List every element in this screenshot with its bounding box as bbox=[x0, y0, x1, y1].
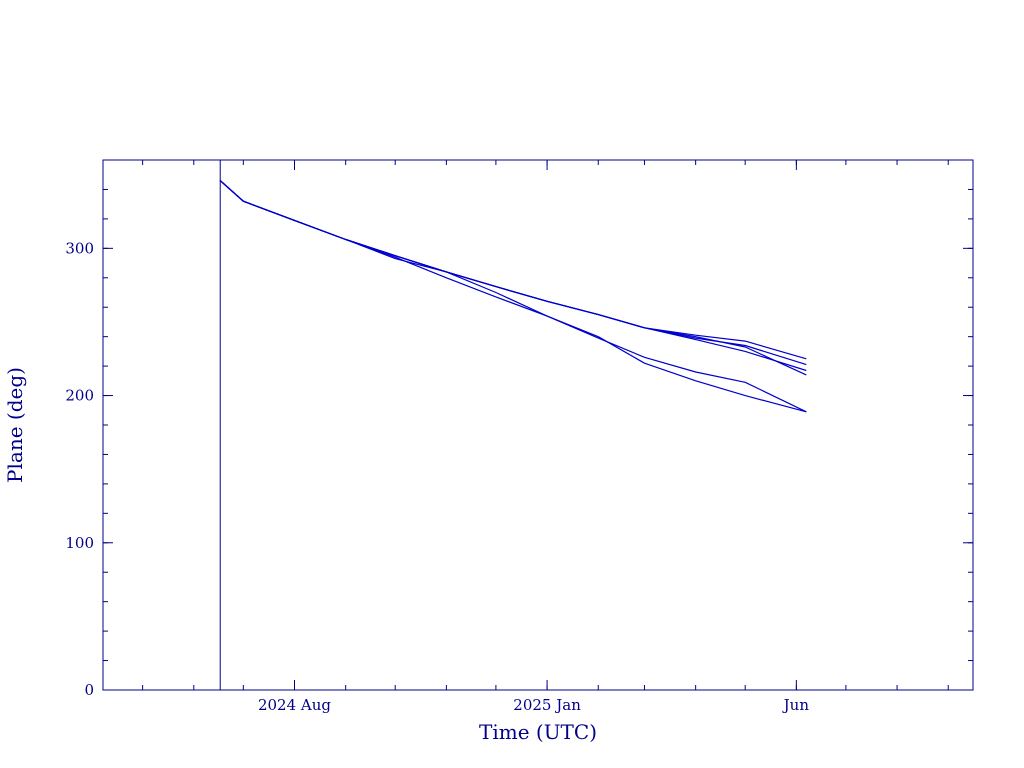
x-tick-label: 2024 Aug bbox=[258, 696, 331, 714]
series-line-6 bbox=[219, 180, 807, 360]
y-tick-label: 0 bbox=[84, 681, 94, 699]
major-ticks bbox=[103, 160, 973, 691]
x-tick-labels: 2024 Aug 2025 Jan Jun bbox=[258, 696, 809, 714]
plot-frame bbox=[102, 159, 974, 691]
minor-ticks bbox=[103, 159, 973, 691]
x-tick-label: Jun bbox=[782, 696, 810, 714]
y-axis-title: Plane (deg) bbox=[3, 367, 27, 483]
x-tick-label: 2025 Jan bbox=[513, 696, 581, 714]
x-axis-title: Time (UTC) bbox=[479, 720, 597, 744]
y-tick-label: 300 bbox=[65, 239, 94, 257]
series-line-1 bbox=[219, 180, 807, 413]
series-line-5 bbox=[219, 180, 807, 366]
y-tick-label: 100 bbox=[65, 534, 94, 552]
y-tick-labels: 0 100 200 300 bbox=[65, 239, 94, 699]
series-line-3 bbox=[219, 180, 807, 376]
series-group bbox=[219, 180, 807, 413]
y-tick-label: 200 bbox=[65, 387, 94, 405]
